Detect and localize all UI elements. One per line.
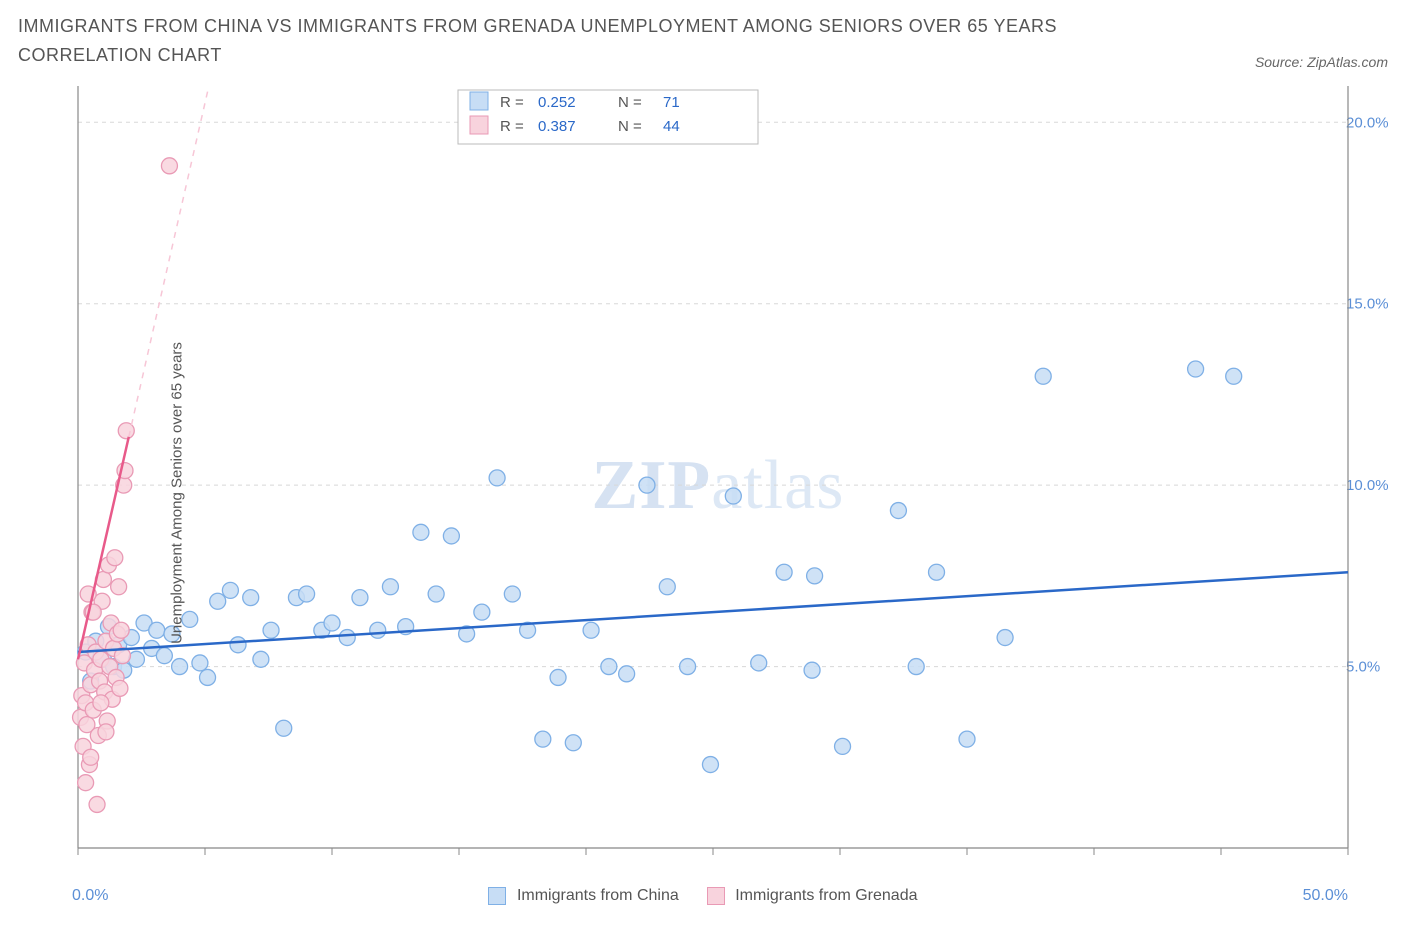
legend-swatch-china — [488, 887, 506, 905]
legend-label-china: Immigrants from China — [517, 888, 679, 905]
svg-text:0.252: 0.252 — [538, 94, 576, 111]
legend-item-grenada: Immigrants from Grenada — [707, 887, 918, 905]
svg-text:15.0%: 15.0% — [1346, 295, 1388, 312]
svg-text:R =: R = — [500, 118, 524, 135]
chart-source: Source: ZipAtlas.com — [1255, 54, 1388, 70]
chart-header: IMMIGRANTS FROM CHINA VS IMMIGRANTS FROM… — [18, 12, 1388, 70]
legend-swatch-grenada — [707, 887, 725, 905]
svg-text:5.0%: 5.0% — [1346, 658, 1380, 675]
svg-text:10.0%: 10.0% — [1346, 477, 1388, 494]
svg-text:R =: R = — [500, 94, 524, 111]
legend-label-grenada: Immigrants from Grenada — [735, 888, 917, 905]
series-legend: 0.0% Immigrants from China Immigrants fr… — [18, 887, 1388, 905]
svg-text:20.0%: 20.0% — [1346, 114, 1388, 131]
x-axis-start-label: 0.0% — [72, 887, 108, 905]
svg-text:N =: N = — [618, 118, 642, 135]
scatter-chart: ZIPatlas5.0%10.0%15.0%20.0%R =0.252N = 7… — [18, 78, 1388, 878]
svg-text:44: 44 — [663, 118, 680, 135]
svg-text:71: 71 — [663, 94, 680, 111]
chart-title: IMMIGRANTS FROM CHINA VS IMMIGRANTS FROM… — [18, 12, 1118, 70]
y-axis-label: Unemployment Among Seniors over 65 years — [168, 342, 185, 644]
chart-container: Unemployment Among Seniors over 65 years… — [18, 78, 1388, 908]
svg-text:0.387: 0.387 — [538, 118, 576, 135]
svg-text:N =: N = — [618, 94, 642, 111]
x-axis-end-label: 50.0% — [1303, 887, 1348, 905]
legend-item-china: Immigrants from China — [488, 887, 678, 905]
